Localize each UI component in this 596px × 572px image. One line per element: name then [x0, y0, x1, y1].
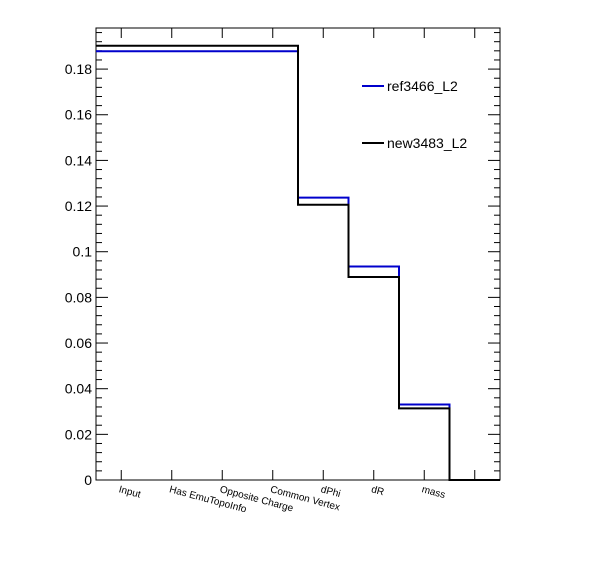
- series-line-ref3466_L2: [96, 50, 500, 481]
- y-tick-label: 0.08: [65, 289, 92, 305]
- legend-label-new: new3483_L2: [387, 135, 467, 151]
- y-tick-label: 0.04: [65, 381, 92, 397]
- x-tick-label: dPhi: [319, 484, 341, 500]
- y-tick-label: 0: [84, 472, 92, 488]
- y-tick-label: 0.02: [65, 426, 92, 442]
- series-layer: [96, 44, 500, 481]
- legend-box: [357, 62, 487, 168]
- y-tick-label: 0.14: [65, 152, 92, 168]
- y-tick-label: 0.16: [65, 107, 92, 123]
- legend: ref3466_L2 new3483_L2: [357, 62, 487, 168]
- legend-label-ref: ref3466_L2: [387, 78, 458, 94]
- y-tick-label: 0.12: [65, 198, 92, 214]
- y-tick-label: 0.18: [65, 61, 92, 77]
- y-axis: 0 0.02 0.04 0.06 0.08 0.1 0.12 0.14 0.16 0.18: [65, 32, 500, 488]
- x-tick-label: Input: [117, 484, 142, 500]
- x-tick-label: dR: [370, 484, 385, 498]
- series-line-new3483_L2: [96, 44, 500, 481]
- y-tick-label: 0.06: [65, 335, 92, 351]
- x-tick-label: mass: [420, 484, 446, 501]
- y-tick-label: 0.1: [73, 244, 93, 260]
